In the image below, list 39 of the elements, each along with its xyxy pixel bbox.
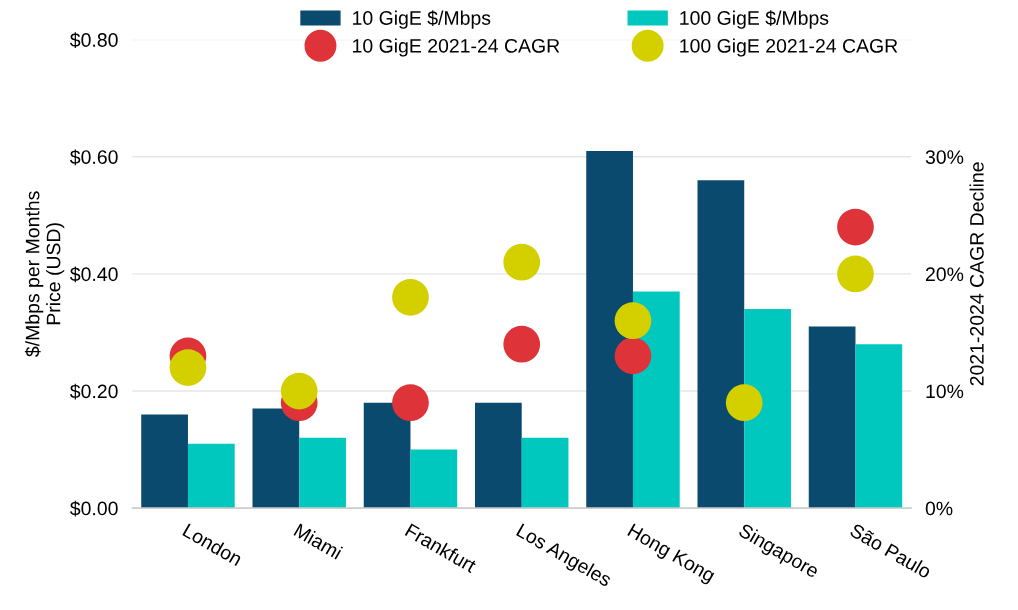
bar [855, 344, 903, 509]
legend-label: 10 GigE $/Mbps [353, 10, 491, 29]
bar [363, 402, 411, 509]
bar [475, 402, 522, 509]
bar [410, 449, 458, 509]
point [725, 384, 763, 422]
bar [299, 437, 346, 509]
bar [252, 408, 300, 509]
point [392, 384, 429, 422]
y2-axis-title: 2021-2024 CAGR Decline [969, 162, 984, 386]
point [280, 372, 318, 410]
bar [521, 437, 569, 509]
y-tick-label: $0.60 [70, 149, 118, 166]
bar [187, 443, 235, 509]
bar [697, 180, 745, 509]
legend-label: 100 GigE $/Mbps [680, 10, 829, 29]
y-tick-label: $0.40 [70, 266, 118, 283]
point [503, 325, 541, 363]
legend-label: 100 GigE 2021-24 CAGR [680, 38, 898, 57]
point [169, 349, 207, 386]
point [392, 278, 429, 316]
y-tick-label: $0.80 [70, 32, 118, 49]
y2-tick-label: 0% [925, 501, 953, 516]
bar [586, 150, 633, 509]
point [837, 255, 874, 293]
bar [744, 309, 791, 509]
point [503, 243, 541, 281]
y2-tick-label: 10% [926, 384, 964, 399]
y-axis-title: $/Mbps per Months Price (USD) [24, 191, 65, 357]
y2-tick-label: 30% [925, 150, 964, 165]
bar [808, 326, 856, 509]
y2-tick-label: 20% [925, 267, 964, 282]
point [614, 302, 652, 340]
bar [141, 414, 188, 509]
y-tick-label: $0.20 [70, 383, 118, 400]
legend-label: 10 GigE 2021-24 CAGR [353, 38, 560, 57]
point [614, 337, 652, 375]
point [837, 208, 874, 246]
y-tick-label: $0.00 [70, 500, 118, 517]
